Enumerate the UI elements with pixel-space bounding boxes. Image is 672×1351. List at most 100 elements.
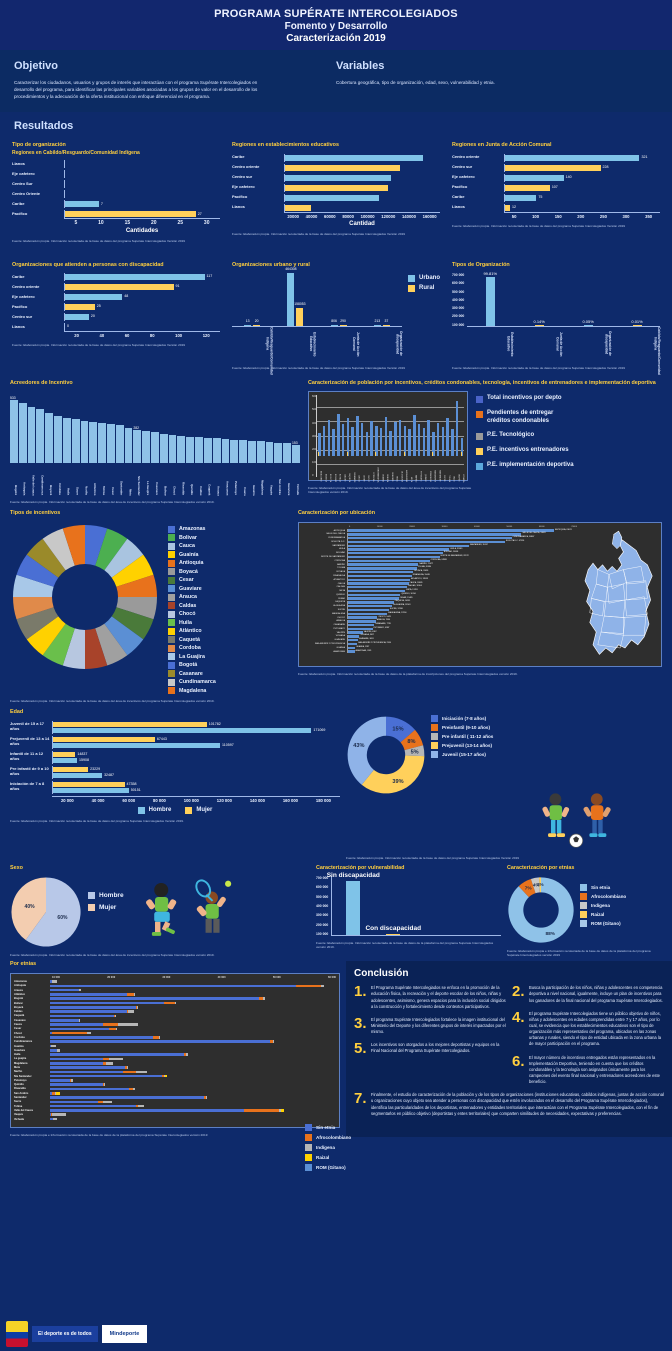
chart-tipos-incentivos: Tipos de incentivos Amazonas Bolivar Cauca… [10,510,290,703]
axis-label: San Andrés [278,479,283,496]
bar-row: Huila [14,1053,336,1057]
bar-wrap [98,391,106,464]
legend-label: Caquetá [179,636,200,643]
pie-slice [538,877,541,893]
bar-row: PUTUMAYO PUTUMAYO, 6987 [303,627,577,631]
pie-label: 88% [546,931,556,937]
bar-value: HUILA, 31089 [450,547,463,550]
legend-label: Cauca [179,543,195,550]
chart-title: Caracterización por etnias [507,864,575,871]
bar-label: Caldas [14,1010,23,1014]
bar-label: Cauca [14,1023,22,1027]
bar-segment-sin [50,1001,165,1005]
bar [322,425,326,456]
bar-label: HUILA [338,548,345,551]
bar-wrap [36,391,45,464]
bar-wrap: 32487 [53,772,340,778]
bar-track: 23229 32487 [52,765,340,779]
bar-row: Eje cafetero 48 [12,292,220,301]
pie-slice [13,574,54,597]
bar-track: QUINDÍO, 16134 [347,593,577,597]
axis-tick: 200 000 [452,314,465,319]
pie-slice [400,730,424,751]
bar-track [50,1061,336,1065]
axis-label: Establecimiento Educativo [308,331,317,357]
pie-label: 8% [407,740,415,746]
axis-tick: 100 [175,332,183,338]
bar-segment-rai [280,1109,284,1112]
source-note: Fuente: Elaboración propia. Información … [10,500,215,505]
results-heading: Resultados [14,120,74,133]
bar-value: GUAINÍA, 1287 [356,645,370,648]
bar-label: Caribe [12,273,25,279]
footer-bar: El deporte es de todos Mindeporte [0,1317,672,1351]
bar [62,417,71,464]
bar-value: 15908 [79,757,90,762]
bar-segment-sin [50,1018,79,1022]
bar-track: PUTUMAYO, 6987 [347,627,577,631]
axis-label: CAQUETÁ [348,472,351,482]
legend-label: Magdalena [179,687,207,694]
bar: 37 [382,319,390,326]
bar-track [50,1018,336,1022]
bar-row: Bogotá [14,997,336,1001]
bar-track: CAQUETÁ, 14991 [347,600,577,605]
bar-segment-sin [50,997,259,1001]
legend-item: Caquetá [168,636,216,644]
bar-row: Pacífico 27 [12,210,220,219]
bar [53,766,89,772]
bar-value: RISARALDA, 19445 [412,573,430,576]
charts-row-2: Organizaciones que atienden a personas c… [0,254,672,375]
source-note: Fuente: Elaboración propia e Información… [507,948,651,958]
objective-heading: Objetivo [14,60,59,72]
axis-tick: 700 000 [452,272,465,277]
bar [177,435,186,464]
bar-value: SANTANDER, 35247 [470,543,488,546]
bar-label: La guajira [14,1057,27,1061]
axis-tick: 300 000 [452,306,465,311]
axis-label: Meta [128,488,133,496]
pie-slice [111,606,154,640]
legend-item: Indígena [305,1144,351,1151]
bar-row: Risaralda [14,1087,336,1091]
bar [27,406,36,464]
bar-track: 75 [504,193,660,202]
bar-row: SANTANDER SANTANDER, 35247 [303,544,577,548]
chart-urbano-rural: Organizaciones urbano y rural 13 20 464308… [228,258,444,374]
legend-item: Preinfantil (9-10 años) [431,724,493,732]
bar-row: Nte Santander [14,1074,336,1078]
bar-segment-afro [102,1023,119,1026]
chart-edad: Edad Juvenil de 15 a 17 años 101782 171069… [10,709,340,860]
bar-segment-afro [135,1006,138,1009]
pie-label: 15% [392,727,403,733]
legend-item: Afrocolombiano [305,1134,351,1141]
bar-segment-ind [52,980,58,983]
bar-track: RISARALDA, 19445 [347,574,577,578]
bar-label: NARIÑO [336,563,345,566]
bar-value: 7 [100,201,103,206]
legend-label: Huila [179,619,192,626]
bar-label: Risaralda [14,1087,26,1091]
conclusion-item: 3. El programa Supérate Intercolegiados f… [354,1016,506,1035]
axis-label: Guainía [251,484,256,496]
bar-row: Caribe [232,153,440,162]
bar-row: Pacífico 107 [452,183,660,192]
legend-swatch [431,715,438,723]
bar-track: MAGDALENA, 12950 [347,612,577,616]
y-axis-ticks: 600 500 400 300 200 100 0 [312,395,316,477]
bar-value: QUINDÍO, 16134 [401,592,416,595]
bar-track [284,193,440,202]
pie-slice [85,628,108,669]
bar-segment-afro [184,1053,186,1056]
bar-label: META [339,590,345,593]
bar-value: 12 [512,205,517,210]
pie-slice [11,877,46,940]
axis-label: Santander [119,481,124,496]
bar-label: San Andrés [14,1091,29,1095]
bar-track: BOLÍVAR, 29058 [347,551,577,556]
bar-row: BOGOTÁ D.C. BOGOTÁ D.C. 47536 [303,540,577,544]
axis-label: HUILA [395,476,398,482]
axis-tick: 500 [312,408,317,412]
bar-value: 23229 [90,766,101,771]
bar-wrap [398,395,402,456]
